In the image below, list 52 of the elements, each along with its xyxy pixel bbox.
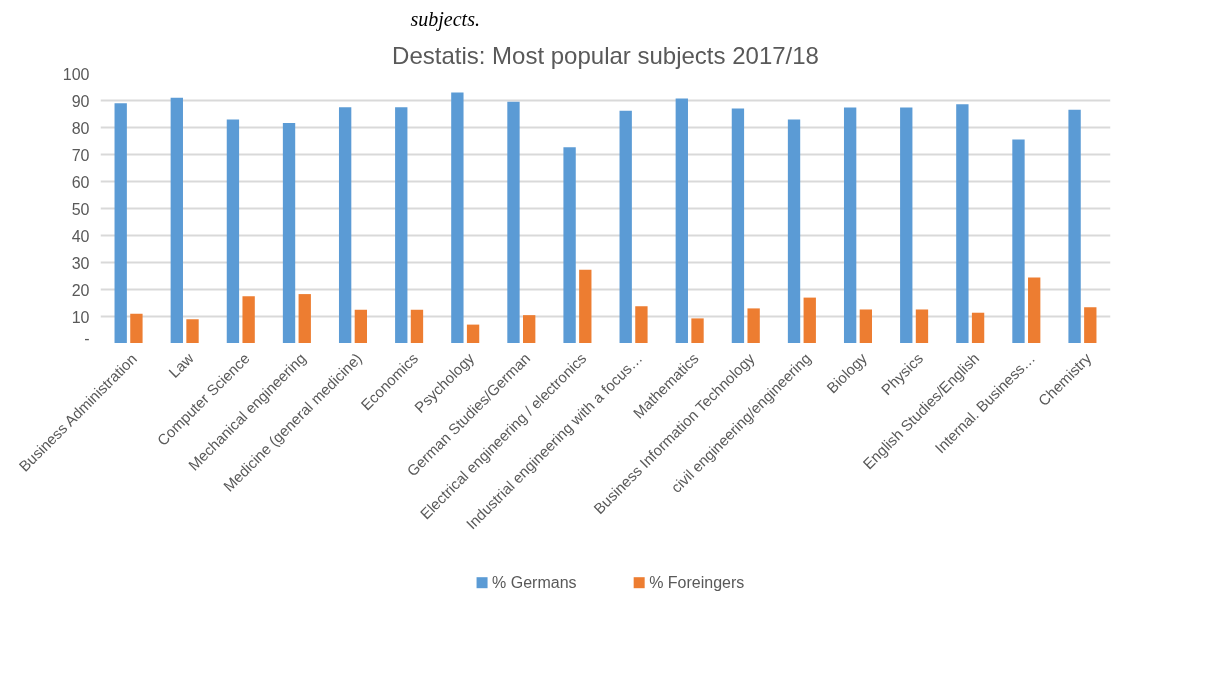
bar <box>523 315 536 343</box>
bar <box>395 107 408 343</box>
chart-title: Destatis: Most popular subjects 2017/18 <box>392 41 819 69</box>
bar <box>114 103 127 343</box>
bar <box>843 107 857 343</box>
bar <box>1084 307 1097 343</box>
bar <box>900 107 913 343</box>
bar <box>956 104 969 343</box>
bar <box>971 312 985 343</box>
y-tick-label: 60 <box>71 173 90 191</box>
bar <box>410 309 424 343</box>
y-tick-label: 20 <box>71 281 90 299</box>
y-tick-label: 100 <box>62 65 90 83</box>
bar <box>787 119 801 343</box>
y-tick-label: 80 <box>71 119 90 137</box>
y-tick-label: 30 <box>71 254 90 272</box>
bar <box>507 101 520 343</box>
bar <box>226 119 240 343</box>
bar <box>466 324 480 343</box>
y-tick-label: 70 <box>71 146 90 164</box>
bar <box>731 108 745 343</box>
bar <box>186 319 199 343</box>
bar <box>691 318 704 343</box>
bar <box>635 306 648 343</box>
y-tick-label: 90 <box>71 92 90 110</box>
legend-label: % Germans <box>492 574 577 592</box>
y-tick-label: - <box>84 329 90 347</box>
bar <box>282 122 296 343</box>
y-tick-label: 50 <box>71 200 90 218</box>
bar <box>1068 109 1081 343</box>
x-tick-label: Law <box>165 349 197 381</box>
y-tick-label: 10 <box>71 308 90 326</box>
bar <box>451 92 464 343</box>
bar <box>563 147 576 343</box>
bar <box>242 296 255 343</box>
bar <box>619 110 632 343</box>
bar <box>675 98 688 343</box>
bar <box>915 309 929 343</box>
legend-label: % Foreingers <box>649 574 745 592</box>
bar <box>1028 277 1041 343</box>
text: subjects. <box>410 7 480 31</box>
bar <box>338 107 352 343</box>
bar <box>298 294 311 343</box>
bar <box>803 297 816 343</box>
bar <box>579 269 592 343</box>
bar <box>130 313 143 343</box>
bar <box>1012 139 1025 343</box>
bar <box>170 97 183 343</box>
bar <box>859 309 873 343</box>
bar <box>747 308 760 343</box>
y-tick-label: 40 <box>71 227 90 245</box>
bar <box>354 309 368 343</box>
